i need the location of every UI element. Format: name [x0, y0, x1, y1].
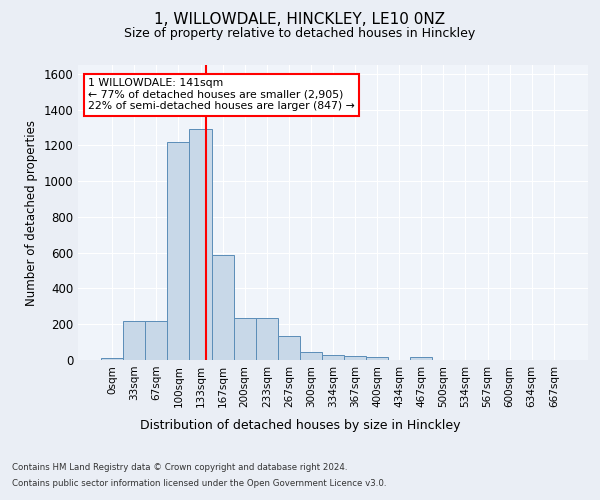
Bar — [212, 254, 233, 360]
Bar — [300, 352, 322, 360]
Text: 1, WILLOWDALE, HINCKLEY, LE10 0NZ: 1, WILLOWDALE, HINCKLEY, LE10 0NZ — [154, 12, 446, 28]
Text: Size of property relative to detached houses in Hinckley: Size of property relative to detached ho… — [124, 28, 476, 40]
Bar — [410, 358, 433, 360]
Bar — [322, 354, 344, 360]
Text: Contains public sector information licensed under the Open Government Licence v3: Contains public sector information licen… — [12, 478, 386, 488]
Text: 1 WILLOWDALE: 141sqm
← 77% of detached houses are smaller (2,905)
22% of semi-de: 1 WILLOWDALE: 141sqm ← 77% of detached h… — [88, 78, 355, 112]
Text: Distribution of detached houses by size in Hinckley: Distribution of detached houses by size … — [140, 418, 460, 432]
Bar — [167, 142, 190, 360]
Bar — [366, 358, 388, 360]
Bar — [256, 318, 278, 360]
Bar — [190, 130, 212, 360]
Bar — [233, 318, 256, 360]
Bar — [101, 358, 123, 360]
Bar — [123, 320, 145, 360]
Bar — [278, 336, 300, 360]
Bar — [344, 356, 366, 360]
Text: Contains HM Land Registry data © Crown copyright and database right 2024.: Contains HM Land Registry data © Crown c… — [12, 464, 347, 472]
Y-axis label: Number of detached properties: Number of detached properties — [25, 120, 38, 306]
Bar — [145, 320, 167, 360]
